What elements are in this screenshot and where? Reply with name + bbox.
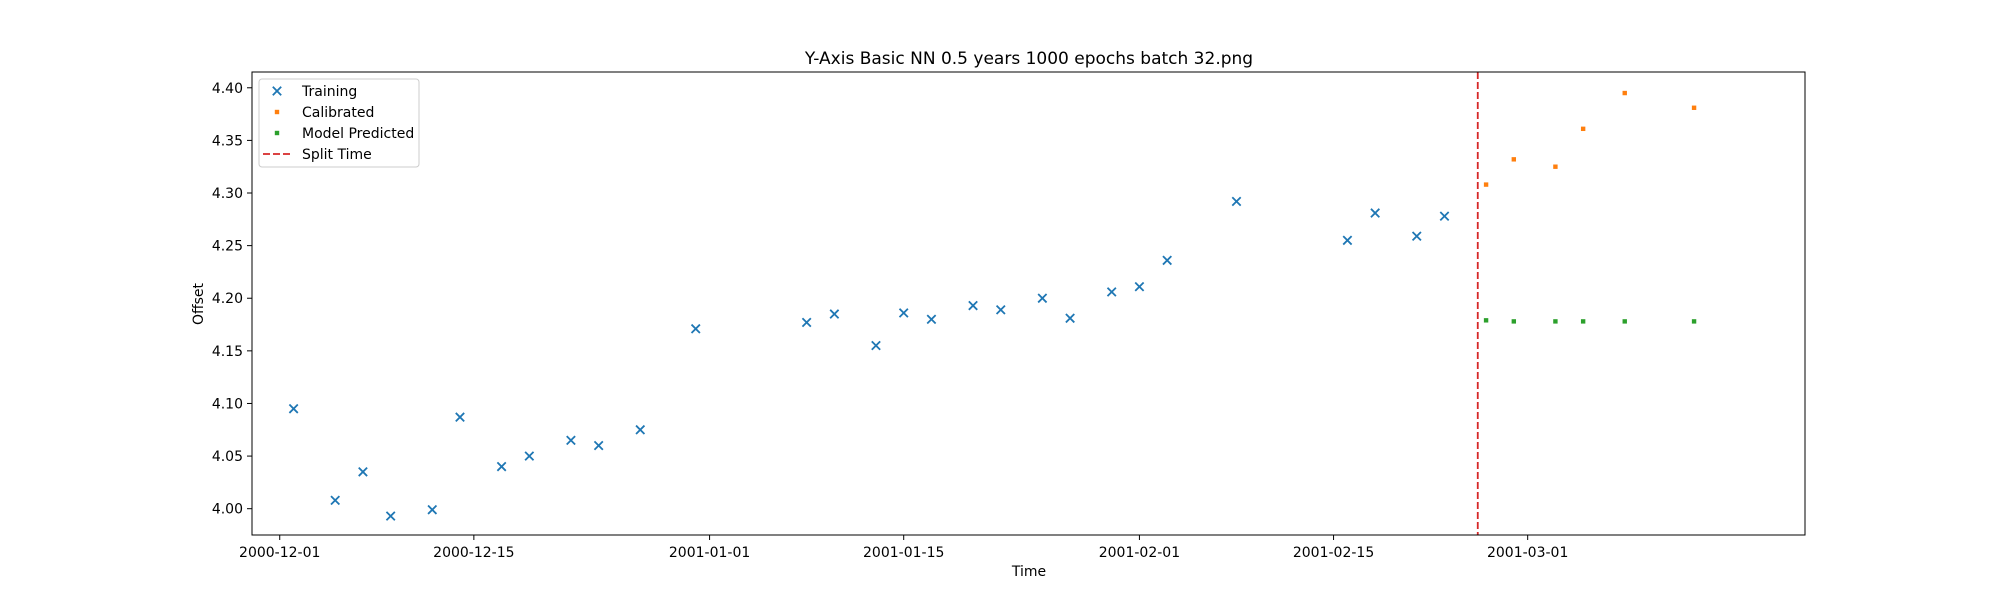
legend-label: Model Predicted [302,126,414,142]
series-model-predicted [1483,318,1697,324]
calibrated-point [1691,105,1697,110]
x-tick-label: 2001-02-15 [1293,545,1374,561]
y-tick-label: 4.30 [212,186,243,202]
training-point [566,435,576,446]
training-point [385,511,396,521]
y-tick-label: 4.25 [212,239,243,255]
training-point [968,300,978,311]
y-axis-label: Offset [191,282,207,325]
legend: Training Calibrated Model Predicted Split T… [258,78,420,168]
training-point [288,403,299,414]
x-axis-label: Time [1011,564,1046,580]
training-point [1134,281,1145,292]
training-point [926,314,937,325]
predicted-point [1691,319,1697,324]
training-point [524,451,535,461]
training-point [1065,313,1075,324]
legend-box [258,78,420,168]
training-point [801,317,812,328]
training-point [1439,211,1450,221]
legend-label: Split Time [302,147,372,163]
predicted-point [1483,318,1489,323]
legend-label: Calibrated [302,105,374,121]
y-tick-label: 4.20 [212,291,243,307]
y-tick-label: 4.40 [212,81,243,97]
training-point [1037,293,1048,304]
y-tick-label: 4.10 [212,396,243,412]
chart-title: Y-Axis Basic NN 0.5 years 1000 epochs ba… [804,49,1253,69]
training-point [455,412,465,422]
calibrated-point [1580,126,1586,132]
x-tick-label: 2000-12-01 [239,545,320,561]
training-point [330,495,341,506]
calibrated-point [1622,90,1627,96]
training-point [358,467,368,477]
x-tick-label: 2001-01-01 [669,545,750,561]
y-tick-label: 4.35 [212,133,243,149]
calibrated-point [1511,157,1517,162]
predicted-point [1511,319,1517,324]
legend-marker-training [272,86,282,96]
legend-marker-model-predicted [274,130,280,136]
training-point [427,504,438,515]
y-tick-label: 4.05 [212,449,243,465]
legend-label: Training [301,84,357,100]
series-training [288,196,1450,521]
legend-marker-calibrated [274,109,280,115]
series-calibrated [1483,90,1697,187]
training-point [995,304,1006,315]
training-point [829,309,840,319]
training-point [1106,287,1117,297]
training-point [635,424,646,435]
training-point [871,340,881,351]
predicted-point [1622,319,1627,324]
x-tick-label: 2001-01-15 [863,545,944,561]
y-tick-label: 4.00 [212,502,243,518]
training-point [593,440,604,451]
calibrated-point [1483,182,1489,187]
training-point [690,323,701,334]
training-point [496,461,507,472]
training-point [1231,196,1242,207]
training-point [1342,235,1353,246]
x-tick-label: 2001-03-01 [1487,545,1568,561]
predicted-point [1553,319,1558,324]
calibrated-point [1553,164,1558,169]
x-tick-label: 2001-02-01 [1099,545,1180,561]
predicted-point [1580,319,1586,324]
x-axis: 2000-12-01 2000-12-15 2001-01-01 2001-01-15… [239,535,1568,561]
plot-frame [251,71,1806,536]
training-point [1370,208,1380,218]
training-point [1411,231,1422,241]
x-tick-label: 2000-12-15 [433,545,514,561]
data-marks [288,72,1697,535]
training-point [898,308,909,318]
y-tick-label: 4.15 [212,344,243,360]
training-point [1162,255,1172,266]
y-axis: 4.00 4.05 4.10 4.15 4.20 4.25 4.30 4.35 4.40 [212,81,252,518]
